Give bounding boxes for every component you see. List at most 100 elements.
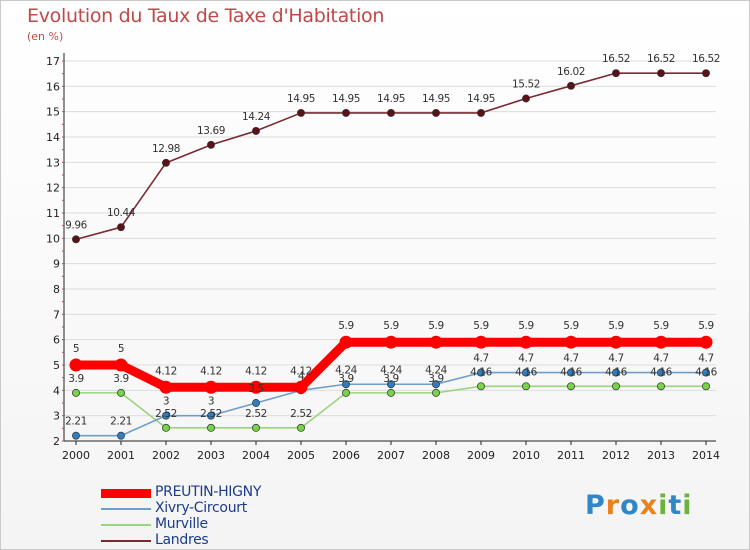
data-point [522, 94, 530, 103]
data-point [72, 388, 80, 397]
data-point [297, 108, 305, 117]
data-label: 4.24 [425, 364, 447, 376]
data-point [207, 423, 215, 432]
data-label: 3.9 [428, 373, 444, 385]
data-label: 4.12 [245, 365, 267, 377]
data-point [117, 431, 125, 440]
data-label: 9.96 [65, 219, 87, 231]
data-label: 12.98 [152, 143, 180, 155]
data-label: 16.52 [647, 53, 675, 65]
data-point [654, 335, 668, 349]
data-point [702, 368, 710, 377]
data-point [342, 388, 350, 397]
legend-swatch-murville [101, 524, 151, 526]
data-point [477, 108, 485, 117]
data-point [474, 335, 488, 349]
data-point [567, 382, 575, 391]
data-label: 14.95 [332, 93, 360, 105]
data-label: 14.95 [467, 93, 495, 105]
data-label: 16.52 [602, 53, 630, 65]
data-point [117, 388, 125, 397]
data-label: 2.52 [155, 408, 177, 420]
data-label: 14.95 [422, 93, 450, 105]
data-label: 4.7 [698, 353, 714, 365]
y-tick-label: 3 [53, 410, 60, 423]
data-label: 5.9 [338, 320, 354, 332]
data-point [249, 380, 263, 394]
data-label: 4.7 [653, 353, 669, 365]
y-tick-label: 9 [53, 258, 60, 271]
data-point [339, 335, 353, 349]
data-label: 4.16 [515, 366, 537, 378]
y-tick-label: 7 [53, 308, 60, 321]
data-point [387, 380, 395, 389]
data-label: 2.21 [110, 416, 132, 428]
legend-label: PREUTIN-HIGNY [155, 484, 262, 500]
data-label: 5 [118, 343, 124, 355]
data-label: 13.69 [197, 125, 225, 137]
data-label: 4.16 [560, 366, 582, 378]
data-point [429, 335, 443, 349]
logo-letter: P [585, 490, 606, 521]
data-label: 4.12 [290, 365, 312, 377]
data-point [609, 335, 623, 349]
proxiti-logo: Proxiti [585, 490, 693, 521]
data-point [432, 388, 440, 397]
data-point [294, 380, 308, 394]
x-tick-label: 2014 [692, 449, 720, 462]
chart-title: Evolution du Taux de Taxe d'Habitation [27, 5, 385, 27]
data-point [207, 411, 215, 420]
data-point [612, 368, 620, 377]
x-tick-label: 2012 [602, 449, 630, 462]
data-label: 4.16 [650, 366, 672, 378]
y-tick-label: 5 [53, 359, 60, 372]
data-label: 2.52 [290, 408, 312, 420]
data-point [657, 69, 665, 78]
legend-swatch-landres [101, 540, 151, 542]
data-label: 5.9 [653, 320, 669, 332]
data-point [162, 411, 170, 420]
x-tick-label: 2009 [467, 449, 495, 462]
data-point [702, 382, 710, 391]
data-point [387, 108, 395, 117]
data-point [69, 358, 83, 372]
y-tick-label: 17 [46, 55, 60, 68]
data-point [432, 108, 440, 117]
logo-letter: r [605, 490, 621, 521]
data-label: 15.52 [512, 78, 540, 90]
data-point [384, 335, 398, 349]
x-tick-label: 2002 [152, 449, 180, 462]
data-label: 16.02 [557, 66, 585, 78]
y-tick-label: 4 [53, 384, 60, 397]
x-tick-label: 2005 [287, 449, 315, 462]
x-tick-label: 2004 [242, 449, 270, 462]
data-point [519, 335, 533, 349]
data-label: 5.9 [698, 320, 714, 332]
x-tick-label: 2008 [422, 449, 450, 462]
data-point [117, 223, 125, 232]
data-point [477, 382, 485, 391]
data-label: 2.52 [245, 408, 267, 420]
y-tick-label: 6 [53, 334, 60, 347]
data-point [702, 69, 710, 78]
data-label: 3 [163, 396, 169, 408]
data-label: 4.16 [695, 366, 717, 378]
x-tick-label: 2003 [197, 449, 225, 462]
data-label: 3.5 [248, 383, 264, 395]
data-label: 14.24 [242, 111, 271, 123]
data-label: 5.9 [428, 320, 444, 332]
y-tick-label: 13 [46, 156, 60, 169]
data-point [72, 235, 80, 244]
legend-label: Landres [155, 532, 209, 548]
y-tick-label: 12 [46, 182, 60, 195]
data-label: 4.12 [200, 365, 222, 377]
data-point [567, 368, 575, 377]
data-label: 4.16 [605, 366, 627, 378]
data-point [252, 126, 260, 135]
legend-label: Xivry-Circourt [155, 500, 247, 516]
data-point [252, 399, 260, 407]
y-tick-label: 2 [53, 435, 60, 448]
data-label: 16.52 [692, 53, 720, 65]
